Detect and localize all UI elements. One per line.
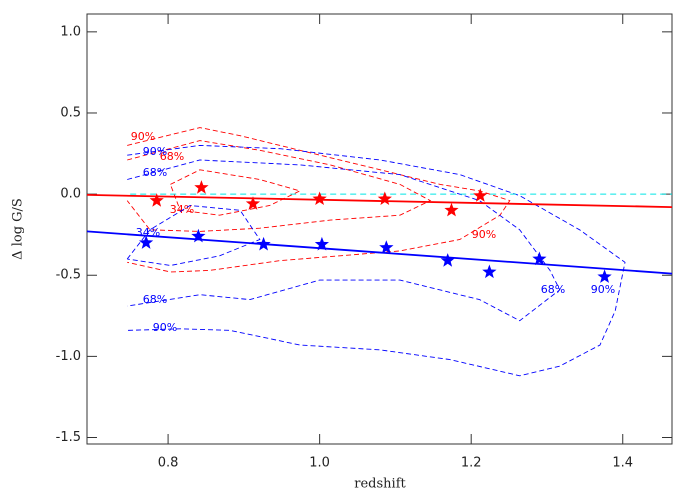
x-tick-label: 1.2 [461,456,482,471]
contour-label: 34% [170,203,194,216]
y-axis-label: Δ log G/S [11,198,26,260]
star-point [440,253,455,267]
y-tick-label: 0.0 [60,187,81,202]
star-point [245,196,261,210]
star-point [312,191,327,205]
star-point [139,235,154,249]
contour-label: 68% [160,150,184,163]
x-tick-label: 0.8 [158,456,179,471]
star-point [482,264,497,279]
contour-label: 68% [541,283,565,296]
star-point [379,240,394,254]
star-point [473,188,488,202]
contour [126,140,432,232]
contour-label: 90% [143,145,167,158]
star-point [377,191,392,205]
fit-line [86,194,673,208]
star-point [314,236,329,251]
contour-label: 90% [131,130,155,143]
star-point [597,269,612,283]
star-point [194,180,209,194]
x-axis-label: redshift [354,477,406,492]
star-point [256,236,271,251]
contour [127,159,561,322]
y-tick-label: -1.5 [56,430,81,445]
contour [126,205,261,266]
y-tick-label: -0.5 [56,268,81,283]
y-tick-label: 1.0 [60,24,81,39]
x-tick-label: 1.4 [612,456,633,471]
star-point [191,228,206,243]
contour-label: 90% [591,283,615,296]
plot-frame [86,13,673,445]
star-point [444,202,459,217]
contour [127,144,626,377]
contour-label: 90% [472,228,496,241]
star-point [532,251,547,266]
contour-label: 68% [143,293,167,306]
y-tick-label: -1.0 [56,349,81,364]
contour [127,127,511,273]
contour-label: 90% [153,321,177,334]
y-tick-label: 0.5 [60,105,81,120]
contour-label: 68% [143,166,167,179]
fit-line [86,230,673,275]
x-tick-label: 1.0 [309,456,330,471]
star-point [149,193,164,207]
